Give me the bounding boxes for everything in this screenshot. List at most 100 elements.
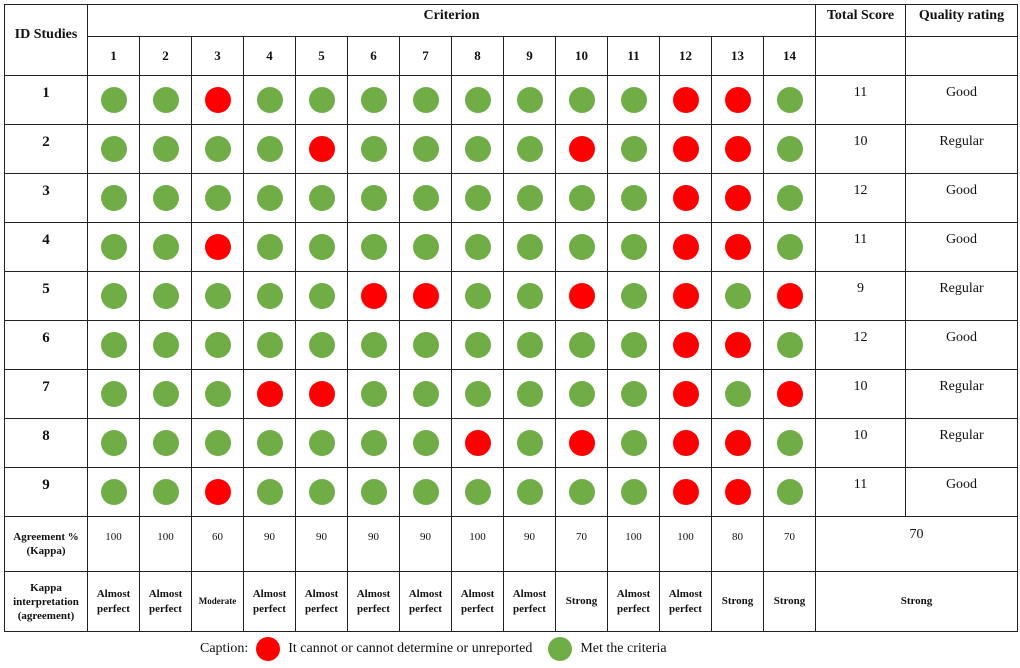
red-circle-icon <box>776 381 803 407</box>
criterion-number-5: 5 <box>295 36 348 76</box>
green-circle-icon <box>308 234 335 260</box>
criterion-number-14: 14 <box>763 36 816 76</box>
total-score: 11 <box>815 467 906 517</box>
study-row: 8 10 Regular <box>4 418 1018 468</box>
green-circle-icon <box>100 185 127 211</box>
criterion-cell <box>295 320 348 370</box>
red-circle-icon <box>724 430 751 456</box>
total-score: 12 <box>815 173 906 223</box>
criterion-cell <box>711 173 764 223</box>
green-circle-icon <box>256 479 283 505</box>
criterion-cell <box>451 75 504 125</box>
green-circle-icon <box>516 479 543 505</box>
kappa-interpretation: Almost perfect <box>607 571 660 632</box>
agreement-value: 100 <box>451 516 504 572</box>
green-circle-icon <box>256 332 283 358</box>
green-circle-icon <box>152 136 179 162</box>
agreement-value: 70 <box>763 516 816 572</box>
criterion-cell <box>243 320 296 370</box>
green-circle-icon <box>620 185 647 211</box>
criterion-cell <box>607 75 660 125</box>
kappa-interpretation-line: Almost <box>96 587 131 600</box>
criterion-cell <box>711 467 764 517</box>
green-circle-icon <box>256 283 283 309</box>
kappa-interpretation: Almost perfect <box>399 571 452 632</box>
criterion-cell <box>191 75 244 125</box>
agreement-value: 80 <box>711 516 764 572</box>
green-circle-icon <box>620 87 647 113</box>
criterion-cell <box>555 271 608 321</box>
criterion-cell <box>347 222 400 272</box>
study-row: 3 12 Good <box>4 173 1018 223</box>
green-circle-icon <box>256 87 283 113</box>
kappa-interpretation-line: Almost <box>616 587 651 600</box>
green-circle-icon <box>516 87 543 113</box>
criterion-cell <box>87 320 140 370</box>
total-score-header-blank <box>815 36 906 76</box>
agreement-value: 100 <box>87 516 140 572</box>
green-circle-icon <box>204 185 231 211</box>
criterion-number-9: 9 <box>503 36 556 76</box>
criterion-cell <box>295 369 348 419</box>
criterion-cell <box>711 271 764 321</box>
green-circle-icon <box>412 185 439 211</box>
green-circle-icon <box>776 185 803 211</box>
study-row: 5 9 Regular <box>4 271 1018 321</box>
study-row: 2 10 Regular <box>4 124 1018 174</box>
green-circle-icon <box>152 283 179 309</box>
green-circle-icon <box>516 283 543 309</box>
criterion-cell <box>295 222 348 272</box>
criterion-cell <box>555 173 608 223</box>
criterion-cell <box>295 173 348 223</box>
criterion-cell <box>295 124 348 174</box>
red-circle-icon <box>672 87 699 113</box>
green-circle-icon <box>204 430 231 456</box>
kappa-label-line2: interpretation <box>13 595 79 608</box>
quality-rating: Good <box>905 173 1018 223</box>
green-circle-icon <box>308 332 335 358</box>
agreement-value: 100 <box>659 516 712 572</box>
green-circle-icon <box>204 283 231 309</box>
kappa-label-line3: (agreement) <box>17 609 75 622</box>
criterion-cell <box>503 271 556 321</box>
green-circle-icon <box>152 185 179 211</box>
kappa-interpretation: Moderate <box>191 571 244 632</box>
criterion-number-8: 8 <box>451 36 504 76</box>
caption: Caption: It cannot or cannot determine o… <box>200 637 667 661</box>
green-circle-icon <box>308 283 335 309</box>
criterion-cell <box>139 271 192 321</box>
green-circle-icon <box>620 136 647 162</box>
quality-rating: Good <box>905 320 1018 370</box>
red-circle-icon <box>256 637 281 661</box>
kappa-interpretation-line: Moderate <box>198 596 237 606</box>
criterion-cell <box>503 75 556 125</box>
kappa-interpretation-line: Almost <box>252 587 287 600</box>
criterion-cell <box>503 173 556 223</box>
kappa-label-line1: Kappa <box>30 581 62 594</box>
green-circle-icon <box>776 234 803 260</box>
criterion-cell <box>191 320 244 370</box>
study-id: 9 <box>4 467 88 517</box>
total-score-header: Total Score <box>815 4 906 37</box>
green-circle-icon <box>256 185 283 211</box>
criterion-cell <box>451 173 504 223</box>
kappa-interpretation: Almost perfect <box>347 571 400 632</box>
agreement-row: Agreement % (Kappa) 100 100 60 90 90 90 90 100 9… <box>4 516 1018 572</box>
criterion-number-4: 4 <box>243 36 296 76</box>
green-circle-icon <box>516 234 543 260</box>
kappa-interpretation-line: Almost <box>668 587 703 600</box>
red-circle-icon <box>204 234 231 260</box>
agreement-value: 100 <box>139 516 192 572</box>
kappa-interpretation: Almost perfect <box>659 571 712 632</box>
criterion-cell <box>87 369 140 419</box>
kappa-interpretation-line: perfect <box>461 602 494 615</box>
criterion-cell <box>347 369 400 419</box>
criterion-cell <box>763 222 816 272</box>
kappa-interpretation-line: Almost <box>356 587 391 600</box>
green-circle-icon <box>776 332 803 358</box>
kappa-interpretation-line: Strong <box>721 595 754 607</box>
red-circle-icon <box>724 185 751 211</box>
criterion-cell <box>451 124 504 174</box>
kappa-label: Kappa interpretation (agreement) <box>4 571 88 632</box>
green-circle-icon <box>464 479 491 505</box>
